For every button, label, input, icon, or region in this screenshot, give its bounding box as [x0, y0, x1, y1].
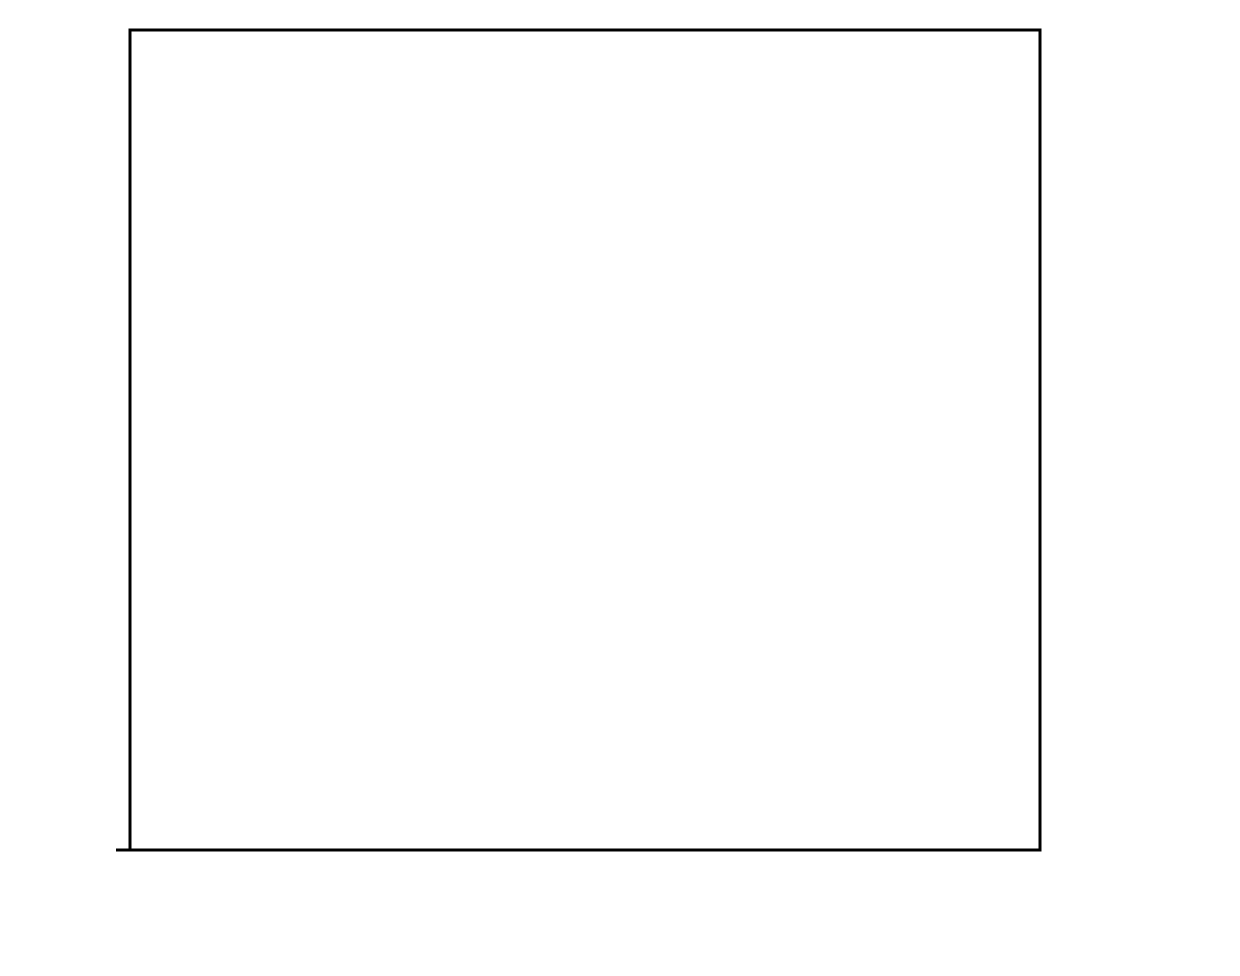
dose-response-chart	[0, 0, 1240, 976]
chart-wrap: { "chart": { "type": "scatter+line", "wi…	[0, 0, 1240, 976]
